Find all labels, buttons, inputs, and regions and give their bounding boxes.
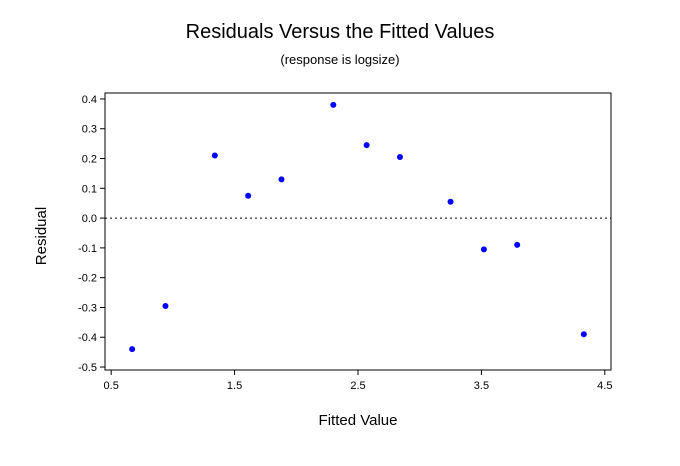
- y-axis: 0.4 0.3 0.2 0.1 0.0 -0.1 -0.2 -0.3 -0.4 -0.5: [78, 94, 105, 374]
- x-tick-label: 2.5: [350, 380, 365, 392]
- data-point: [245, 192, 252, 199]
- data-point: [129, 346, 136, 353]
- y-tick-label: -0.2: [78, 273, 97, 285]
- data-point: [480, 246, 487, 253]
- y-tick-label: -0.5: [78, 362, 97, 374]
- y-tick-label: -0.3: [78, 302, 97, 314]
- chart-title: Residuals Versus the Fitted Values: [186, 21, 495, 43]
- data-point: [514, 241, 521, 248]
- x-tick-label: 0.5: [104, 380, 119, 392]
- y-tick-label: 0.0: [82, 213, 97, 225]
- chart-subtitle: (response is logsize): [280, 52, 399, 67]
- x-axis-label: Fitted Value: [319, 412, 398, 429]
- data-point: [278, 176, 285, 183]
- y-axis-label: Residual: [33, 207, 50, 265]
- y-tick-label: 0.3: [82, 124, 97, 136]
- x-tick-label: 1.5: [227, 380, 242, 392]
- y-tick-label: -0.1: [78, 243, 97, 255]
- data-point: [330, 101, 337, 108]
- data-point: [162, 302, 169, 309]
- x-axis: 0.5 1.5 2.5 3.5 4.5: [104, 370, 612, 392]
- data-point: [363, 142, 370, 149]
- y-tick-label: -0.4: [78, 332, 97, 344]
- plot-frame: [104, 92, 612, 371]
- x-tick-label: 4.5: [597, 380, 612, 392]
- y-tick-label: 0.1: [82, 183, 97, 195]
- x-tick-label: 3.5: [474, 380, 489, 392]
- y-tick-label: 0.4: [82, 94, 97, 106]
- data-point: [447, 198, 454, 205]
- data-point: [396, 154, 403, 161]
- data-point: [580, 331, 587, 338]
- y-tick-label: 0.2: [82, 154, 97, 166]
- data-point: [211, 152, 218, 159]
- data-points: [129, 101, 587, 353]
